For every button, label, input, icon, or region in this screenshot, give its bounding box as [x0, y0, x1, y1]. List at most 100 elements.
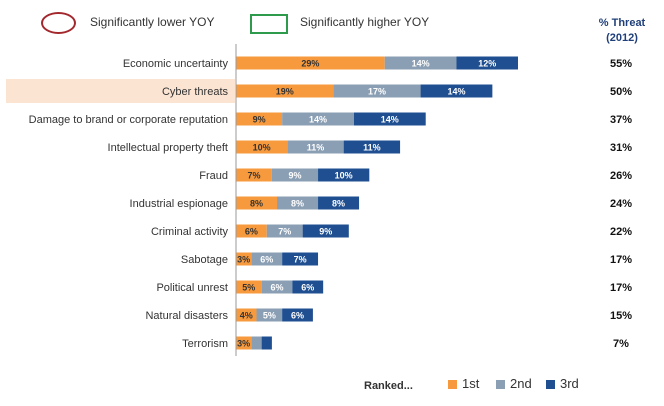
bar-data-label: 7% [247, 171, 260, 181]
higher-yoy-rect-icon [250, 14, 288, 34]
category-label: Economic uncertainty [123, 58, 229, 70]
legend-item-3rd: 3rd [546, 376, 579, 391]
total-pct-label: 17% [610, 282, 632, 294]
bar-segment-1st [236, 252, 252, 266]
bar-segment-3rd [292, 280, 324, 294]
legend-item-1st: 1st [448, 376, 479, 391]
bar-segment-1st [236, 224, 267, 238]
total-pct-label: 55% [610, 58, 632, 70]
bar-segment-3rd [456, 56, 518, 70]
total-pct-label: 50% [610, 86, 632, 98]
bar-segment-2nd [261, 280, 293, 294]
bar-data-label: 10% [253, 143, 271, 153]
bar-data-label: 6% [245, 227, 258, 237]
legend-text-3rd: 3rd [560, 376, 579, 391]
bar-data-label: 8% [291, 199, 304, 209]
bar-segment-2nd [287, 140, 344, 154]
bar-data-label: 5% [263, 311, 276, 321]
legend-text-1st: 1st [462, 376, 480, 391]
legend-swatch-2nd [496, 380, 505, 390]
bar-segment-3rd [318, 168, 370, 182]
bar-segment-2nd [251, 336, 262, 350]
bar-segment-1st [236, 56, 385, 70]
total-pct-label: 26% [610, 170, 632, 182]
bar-segment-1st [236, 112, 283, 126]
category-label: Damage to brand or corporate reputation [29, 114, 228, 126]
category-label: Sabotage [181, 254, 228, 266]
legend-item-2nd: 2nd [496, 376, 532, 391]
bar-data-label: 6% [291, 311, 304, 321]
bar-segment-3rd [343, 140, 401, 154]
category-label: Terrorism [182, 338, 228, 350]
bar-data-label: 6% [260, 255, 273, 265]
rank-legend: Ranked... 1st 2nd 3rd [0, 376, 664, 400]
top-legend: Significantly lower YOY Significantly hi… [0, 0, 664, 50]
total-pct-label: 31% [610, 142, 632, 154]
bar-data-label: 10% [335, 171, 353, 181]
bar-data-label: 3% [237, 339, 250, 349]
bar-data-label: 8% [332, 199, 345, 209]
bar-data-label: 7% [294, 255, 307, 265]
ranked-label: Ranked... [364, 380, 413, 392]
bar-data-label: 6% [301, 283, 314, 293]
bar-segment-2nd [384, 56, 457, 70]
total-pct-label: 15% [610, 310, 632, 322]
bar-data-label: 17% [368, 87, 386, 97]
bar-data-label: 6% [271, 283, 284, 293]
bar-segment-3rd [420, 84, 493, 98]
bar-data-label: 9% [253, 115, 266, 125]
total-pct-label: 7% [613, 338, 629, 350]
bar-segment-2nd [256, 308, 283, 322]
bar-data-label: 29% [301, 59, 319, 69]
bar-segment-1st [236, 336, 252, 350]
bar-data-label: 12% [478, 59, 496, 69]
bar-segment-1st [236, 84, 334, 98]
bar-data-label: 14% [309, 115, 327, 125]
bar-segment-1st [236, 280, 262, 294]
bar-data-label: 11% [307, 143, 325, 153]
lower-yoy-label: Significantly lower YOY [90, 15, 215, 29]
bar-segment-1st [236, 168, 272, 182]
bar-segment-3rd [353, 112, 426, 126]
pct-threat-header-line2: (2012) [606, 32, 638, 44]
bar-segment-3rd [261, 336, 272, 350]
bar-data-label: 11% [363, 143, 381, 153]
bar-data-label: 8% [250, 199, 263, 209]
higher-yoy-label: Significantly higher YOY [300, 15, 430, 29]
bar-data-label: 19% [276, 87, 294, 97]
bar-data-label: 5% [242, 283, 255, 293]
lower-yoy-ellipse-icon [41, 12, 76, 34]
bar-segment-1st [236, 308, 257, 322]
bar-segment-2nd [271, 168, 319, 182]
category-label: Natural disasters [145, 310, 228, 322]
bar-segment-2nd [282, 112, 354, 126]
category-label: Political unrest [156, 282, 228, 294]
bar-data-label: 14% [447, 87, 465, 97]
highlight-band [6, 79, 235, 103]
bar-data-label: 14% [381, 115, 399, 125]
legend-swatch-3rd [546, 380, 555, 390]
bar-segment-3rd [318, 196, 360, 210]
category-label: Intellectual property theft [108, 142, 228, 154]
bar-segment-2nd [266, 224, 303, 238]
pct-threat-header-line1: % Threat [598, 17, 646, 29]
bar-segment-3rd [282, 252, 319, 266]
bar-segment-1st [236, 140, 288, 154]
category-label: Fraud [199, 170, 228, 182]
bar-data-label: 9% [319, 227, 332, 237]
category-label: Industrial espionage [130, 198, 228, 210]
category-label: Cyber threats [162, 86, 229, 98]
bar-data-label: 4% [240, 311, 253, 321]
bar-data-label: 3% [237, 255, 250, 265]
pct-threat-header: % Threat (2012) [592, 16, 652, 46]
legend-text-2nd: 2nd [510, 376, 532, 391]
bar-segment-3rd [302, 224, 349, 238]
total-pct-label: 22% [610, 226, 632, 238]
legend-swatch-1st [448, 380, 457, 390]
bar-segment-1st [236, 196, 278, 210]
bar-segment-2nd [277, 196, 319, 210]
total-pct-label: 37% [610, 114, 632, 126]
bar-segment-2nd [251, 252, 283, 266]
bar-segment-2nd [333, 84, 421, 98]
